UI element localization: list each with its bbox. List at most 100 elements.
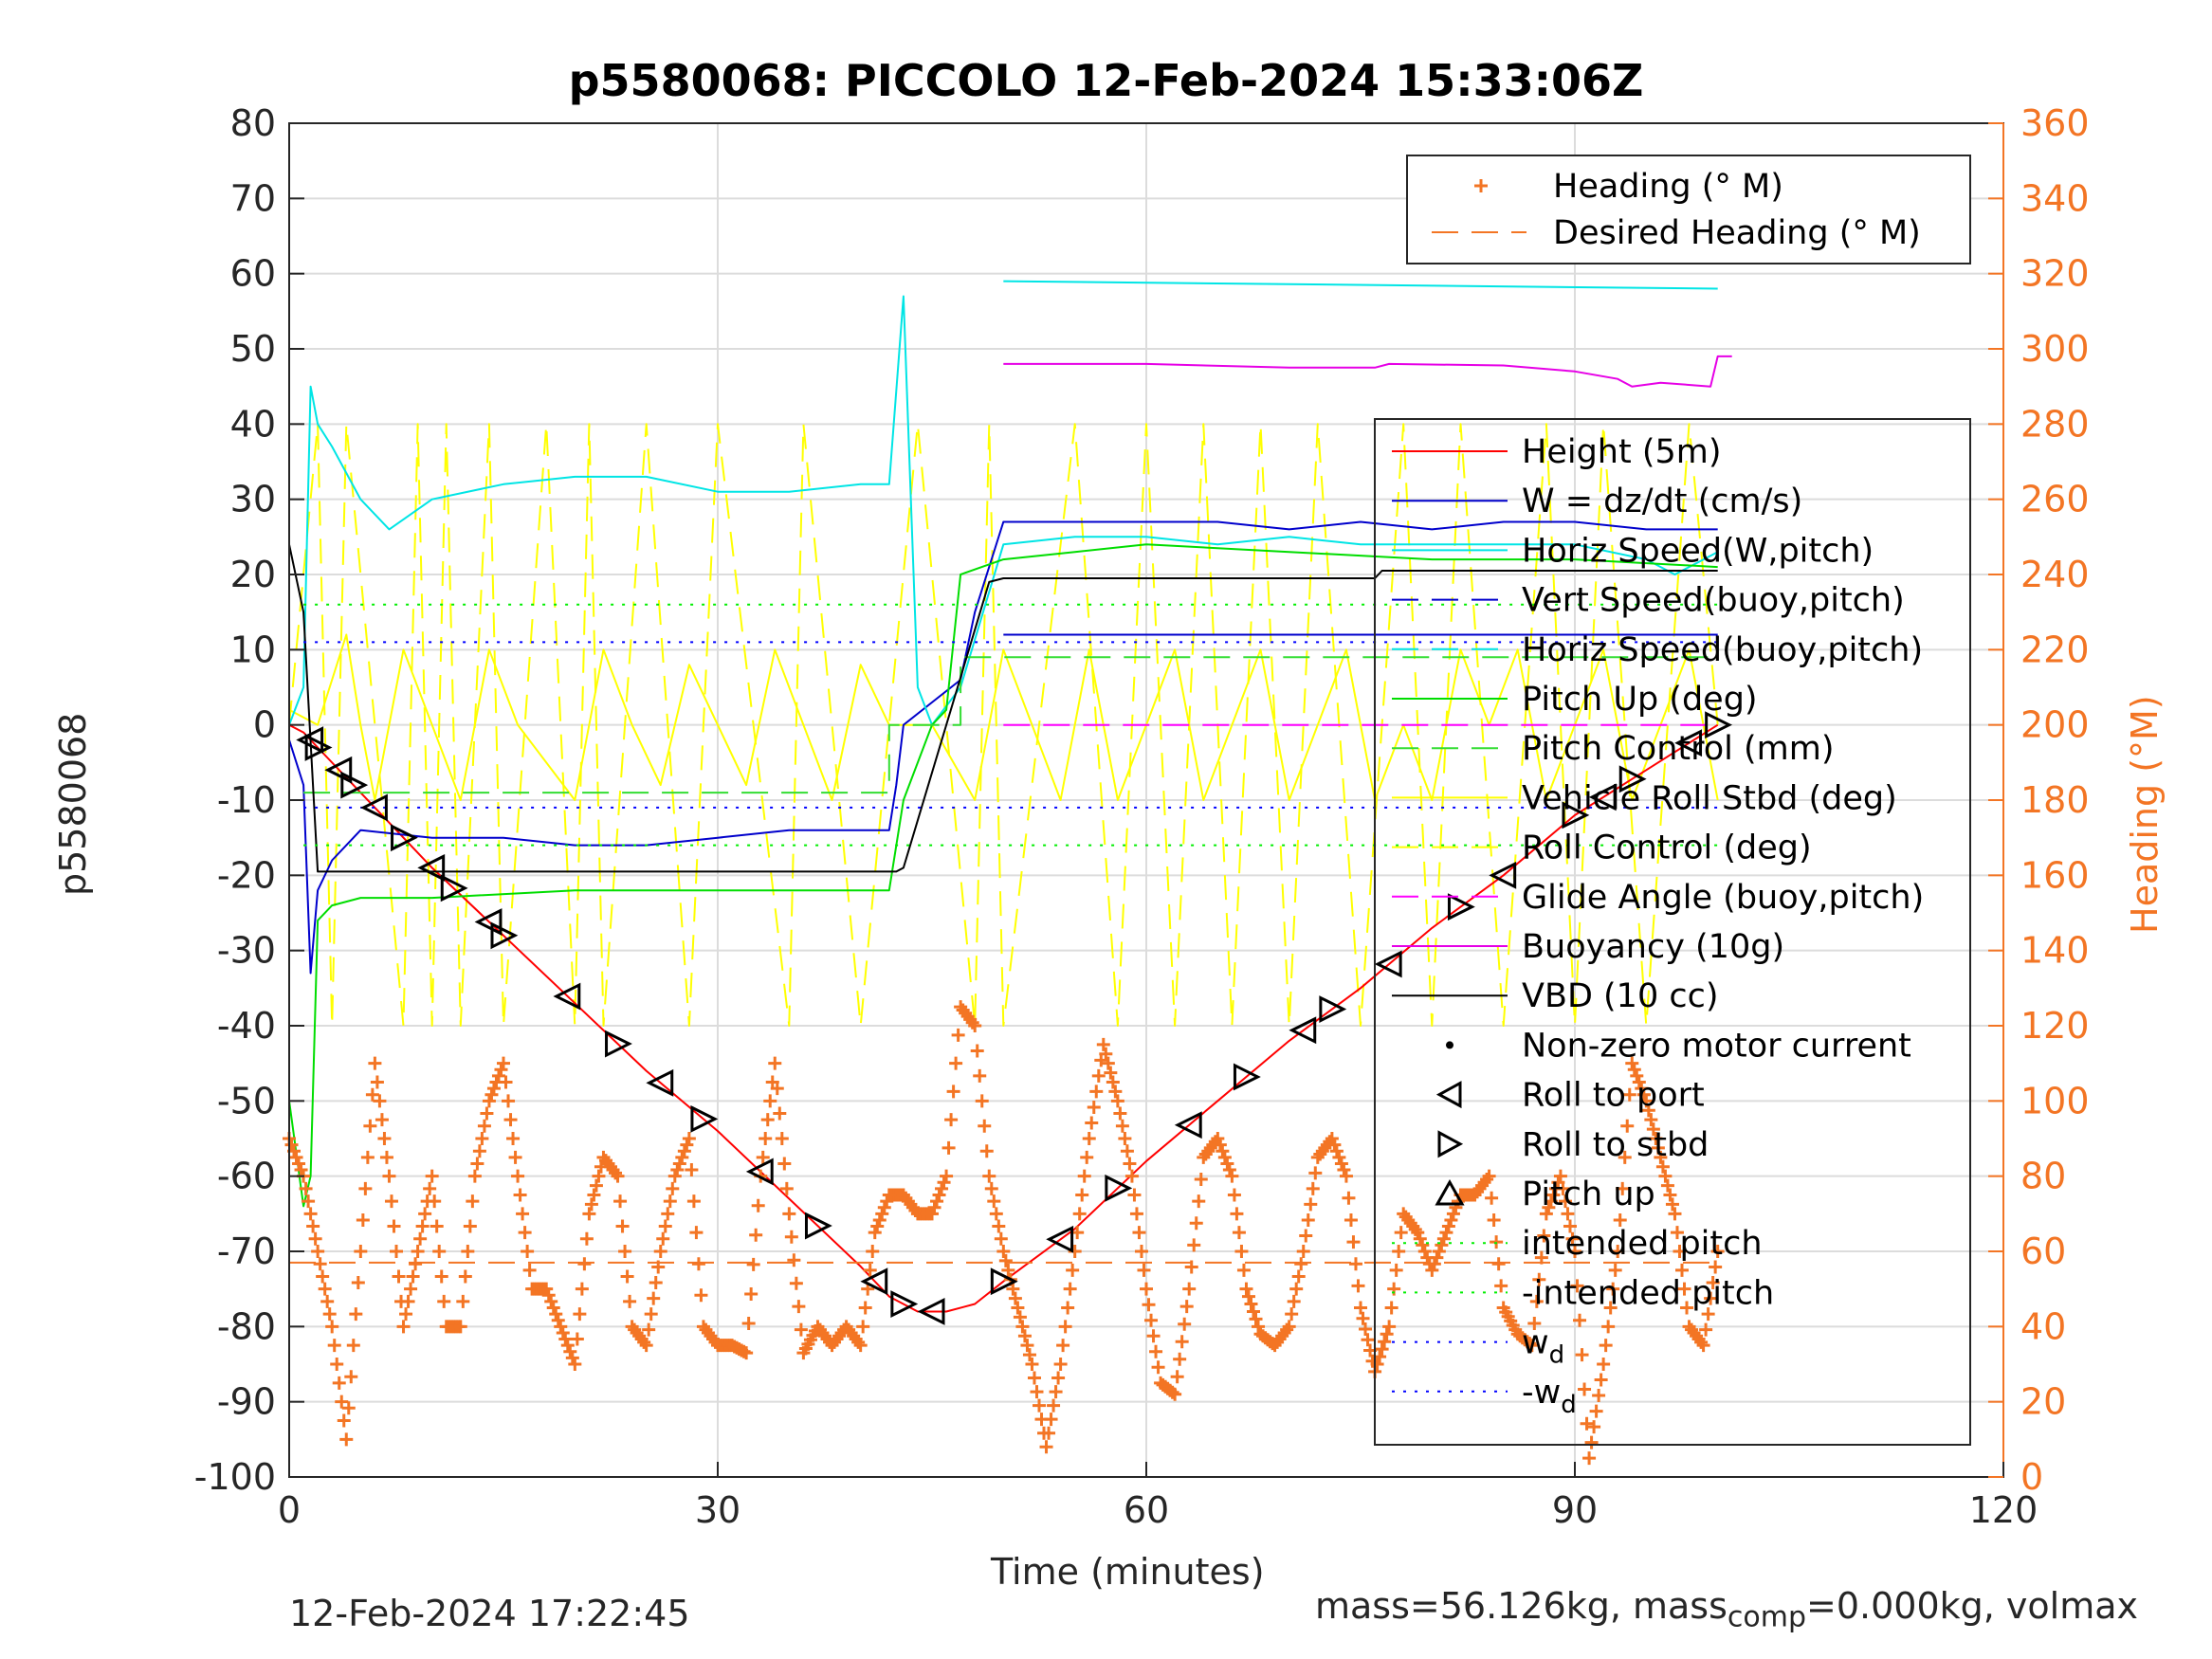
heading-point [368,1056,382,1070]
heading-point [1115,1119,1129,1133]
heading-point [1220,1157,1234,1171]
heading-point [620,1269,634,1284]
heading-point [1134,1245,1148,1258]
heading-point [292,1157,306,1171]
heading-point [1446,1207,1460,1221]
heading-point [1641,1103,1655,1118]
heading-point [1291,1269,1306,1284]
heading-point [1217,1150,1232,1164]
heading-point [1061,1301,1075,1315]
heading-point [1680,1301,1694,1315]
heading-point [1351,1279,1365,1293]
heading-point [642,1322,656,1337]
heading-point [775,1132,789,1145]
heading-point [1606,1282,1620,1296]
heading-point [937,1176,951,1190]
y-tick-label-right: 0 [2020,1456,2043,1498]
heading-point [577,1257,592,1271]
y-tick-label-right: 40 [2020,1305,2066,1347]
heading-point [409,1257,423,1271]
heading-point [1411,1226,1425,1240]
heading-point [1699,1322,1713,1337]
y-tick-label-left: -60 [217,1156,276,1197]
y-tick-label-right: 340 [2020,177,2090,219]
heading-point [303,1207,318,1221]
heading-point [1299,1229,1313,1243]
heading-point [1306,1181,1320,1195]
legend-heading-label: Desired Heading (° M) [1553,214,1921,252]
heading-point [870,1219,885,1233]
marker-layer [296,711,1733,1325]
heading-point [941,1140,956,1155]
footer-mass-part1: mass=56.126kg, mass [1315,1585,1728,1627]
heading-point [1556,1181,1570,1195]
legend-main-label-sub: d [1561,1391,1577,1419]
heading-point [1359,1322,1373,1336]
heading-point [1178,1317,1192,1331]
heading-point [1444,1212,1458,1227]
heading-point [792,1300,806,1314]
heading-point [1544,1194,1558,1209]
heading-point [1537,1229,1551,1243]
heading-point [1017,1329,1032,1343]
heading-point [375,1113,389,1127]
heading-point [1096,1037,1110,1051]
heading-point [1168,1387,1182,1401]
heading-point [647,1291,661,1305]
heading-point [579,1231,594,1246]
heading-point [1140,1282,1153,1296]
y-tick-label-right: 320 [2020,253,2090,295]
heading-point [1006,1282,1020,1296]
heading-point [984,1181,998,1195]
legend-main-swatch [1446,1041,1453,1049]
heading-point [415,1219,430,1233]
heading-point [1294,1257,1308,1271]
roll-to-stbd-marker [1233,1063,1261,1091]
heading-point [1675,1263,1689,1277]
heading-point [1053,1358,1068,1371]
heading-point [1639,1094,1654,1108]
heading-point [1025,1358,1039,1371]
heading-point [1066,1263,1080,1277]
y-tick-label-left: 30 [230,479,276,520]
heading-point [661,1207,675,1221]
heading-point [1108,1085,1123,1099]
heading-point [1553,1169,1567,1183]
heading-point [680,1138,694,1152]
heading-point [1573,1313,1587,1327]
heading-point [316,1269,330,1284]
heading-point [653,1245,667,1258]
heading-point [1701,1307,1715,1322]
heading-point [1649,1132,1663,1145]
heading-point [346,1339,360,1353]
chart-title: p5580068: PICCOLO 12-Feb-2024 15:33:06Z [568,55,1644,106]
heading-point [978,1119,992,1133]
heading-point [1216,1144,1230,1158]
y-tick-label-right: 160 [2020,854,2090,896]
heading-point [868,1226,882,1240]
heading-point [418,1207,432,1221]
legend-main-label: Glide Angle (buoy,pitch) [1522,879,1924,917]
legend-heading-swatch [1474,179,1488,192]
roll-to-stbd-marker [1319,995,1347,1023]
heading-point [1236,1263,1251,1277]
heading-point [1427,1257,1441,1271]
heading-point [518,1226,532,1240]
roll-to-port-marker [1174,1111,1202,1139]
roll-to-stbd-marker [690,1104,719,1133]
heading-point [1282,1320,1296,1334]
heading-point [1149,1344,1163,1358]
heading-point [1244,1297,1258,1311]
heading-point [691,1257,705,1271]
y-axis-label-right: Heading (°M) [2124,695,2166,934]
heading-point [1673,1245,1687,1258]
heading-point [1432,1245,1446,1258]
heading-point [377,1132,392,1145]
heading-point [987,1194,1001,1209]
heading-point [1589,1404,1603,1418]
heading-point [587,1188,601,1202]
y-axis-label-left: p5580068 [52,712,94,896]
heading-point [944,1113,959,1127]
roll-to-stbd-marker [340,771,369,799]
heading-point [299,1181,313,1195]
